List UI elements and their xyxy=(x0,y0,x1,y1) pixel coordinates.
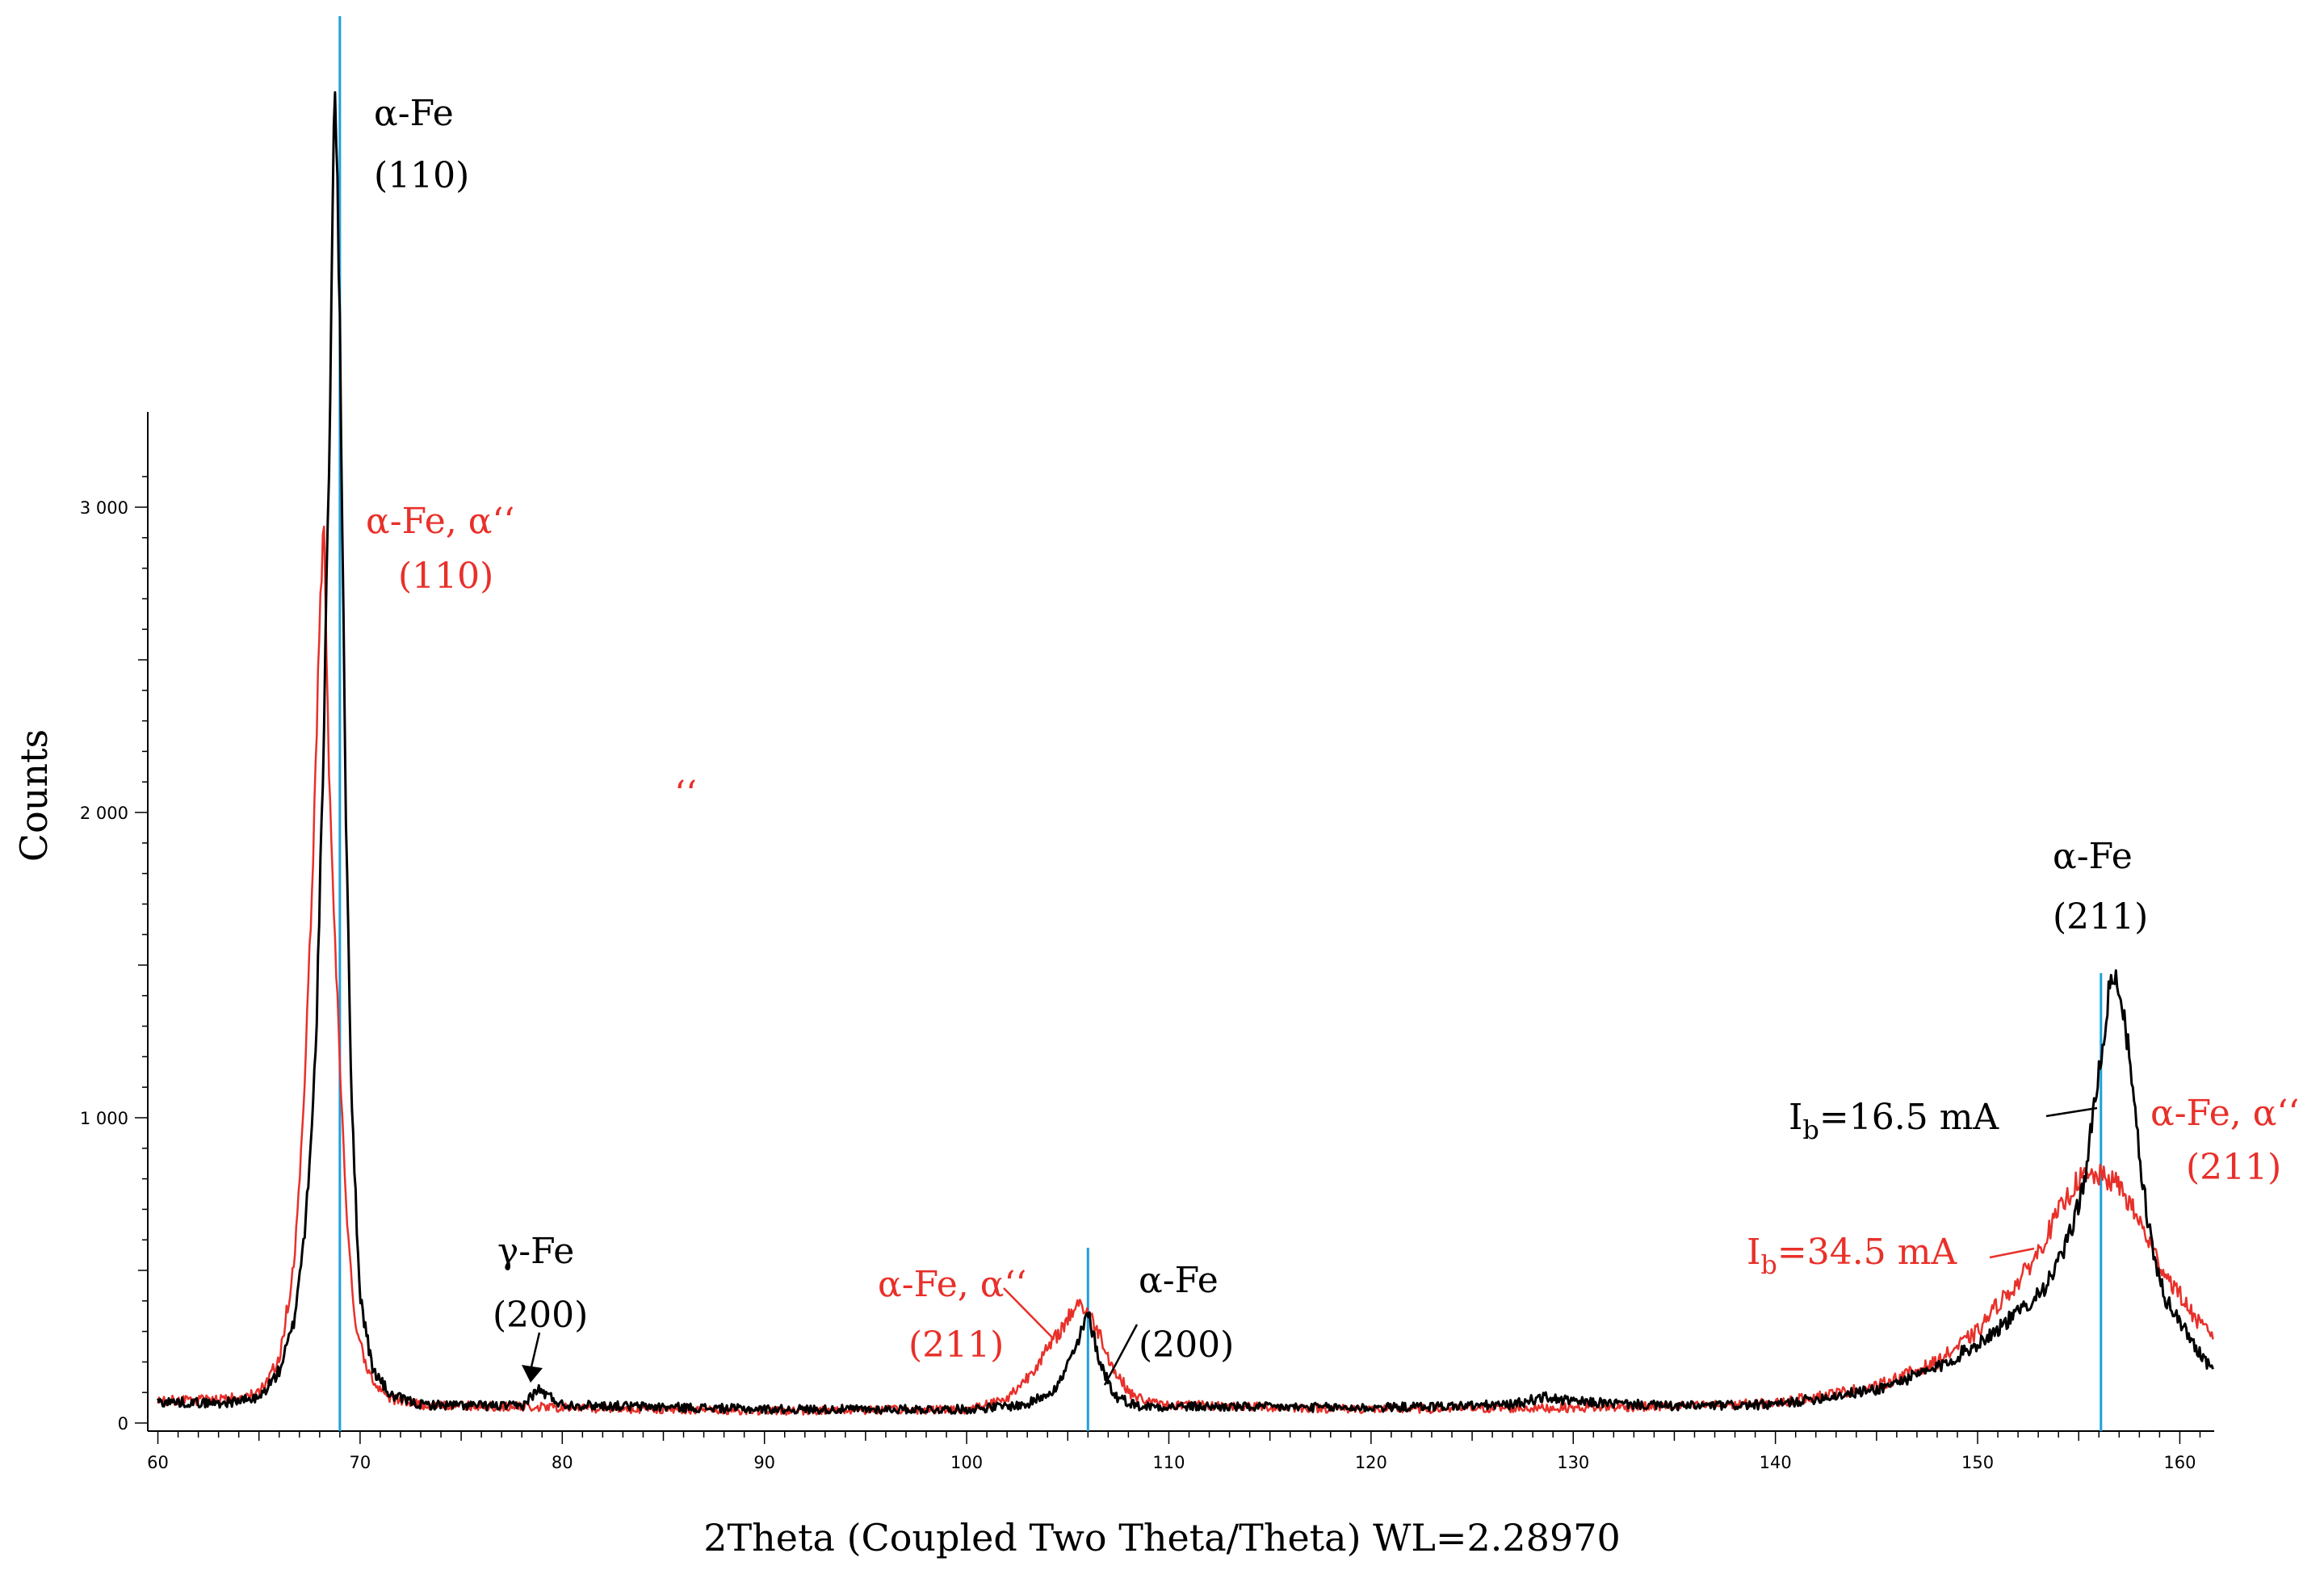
a-fe-110-black-l1: α-Fe xyxy=(374,93,454,134)
ib345-leader xyxy=(1989,1247,2035,1259)
series-ib-16-5 xyxy=(157,90,2214,1415)
gfe-arrow-head xyxy=(522,1365,543,1383)
series-layer xyxy=(157,90,2214,1417)
ib-16-5-label: Ib=16.5 mA xyxy=(1789,1097,1999,1145)
x-tick-label: 90 xyxy=(753,1453,775,1472)
a-fe-211-black-l1: α-Fe xyxy=(2053,836,2133,877)
stray-mark: ‘‘ xyxy=(674,774,697,815)
a-fe-211-black-l2: (211) xyxy=(2053,896,2148,938)
a-fe-110-red-l2: (110) xyxy=(398,556,493,597)
x-tick-label: 100 xyxy=(950,1453,983,1472)
x-tick-label: 130 xyxy=(1557,1453,1589,1472)
x-tick-label: 70 xyxy=(350,1453,371,1472)
x-tick-label: 80 xyxy=(552,1453,573,1472)
ib165-leader xyxy=(2045,1106,2098,1118)
a-fe-211-red-mid-l1: α-Fe, α‘‘ xyxy=(878,1264,1026,1305)
gfe-arrow-leader xyxy=(529,1332,541,1371)
y-tick-label: 2 000 xyxy=(80,804,128,823)
y-axis-title: Counts xyxy=(12,729,56,862)
reference-lines xyxy=(338,16,2103,1431)
black-200-leader xyxy=(1103,1324,1139,1386)
ib-34-5-label: Ib=34.5 mA xyxy=(1747,1232,1957,1280)
x-tick-label: 150 xyxy=(1961,1453,1994,1472)
a-fe-110-red-l1: α-Fe, α‘‘ xyxy=(366,501,514,542)
axes: 60 70 80 90 100 110 120 130 140 150 160 0 1 000 2 000… xyxy=(80,412,2214,1472)
g-fe-200-l1: γ-Fe xyxy=(497,1231,574,1272)
y-tick-label: 0 xyxy=(118,1414,128,1434)
red-211-leader xyxy=(1003,1287,1055,1340)
x-tick-label: 140 xyxy=(1760,1453,1792,1472)
a-fe-200-l1: α-Fe xyxy=(1139,1260,1219,1301)
x-tick-label: 110 xyxy=(1152,1453,1185,1472)
annotation-leaders xyxy=(522,1106,2098,1386)
a-fe-211-red-right-l2: (211) xyxy=(2186,1147,2281,1188)
a-fe-211-red-mid-l2: (211) xyxy=(908,1324,1004,1366)
y-tick-label: 3 000 xyxy=(80,498,128,518)
a-fe-110-black-l2: (110) xyxy=(374,155,469,196)
x-tick-label: 120 xyxy=(1355,1453,1387,1472)
g-fe-200-l2: (200) xyxy=(493,1295,588,1336)
x-tick-label: 160 xyxy=(2163,1453,2196,1472)
x-tick-label: 60 xyxy=(147,1453,169,1472)
annotations: α-Fe (110) α-Fe, α‘‘ (110) ‘‘ γ-Fe (200)… xyxy=(366,93,2299,1366)
a-fe-200-l2: (200) xyxy=(1139,1324,1234,1366)
y-tick-label: 1 000 xyxy=(80,1109,128,1128)
a-fe-211-red-right-l1: α-Fe, α‘‘ xyxy=(2150,1093,2299,1134)
x-axis-title: 2Theta (Coupled Two Theta/Theta) WL=2.28… xyxy=(703,1516,1621,1560)
